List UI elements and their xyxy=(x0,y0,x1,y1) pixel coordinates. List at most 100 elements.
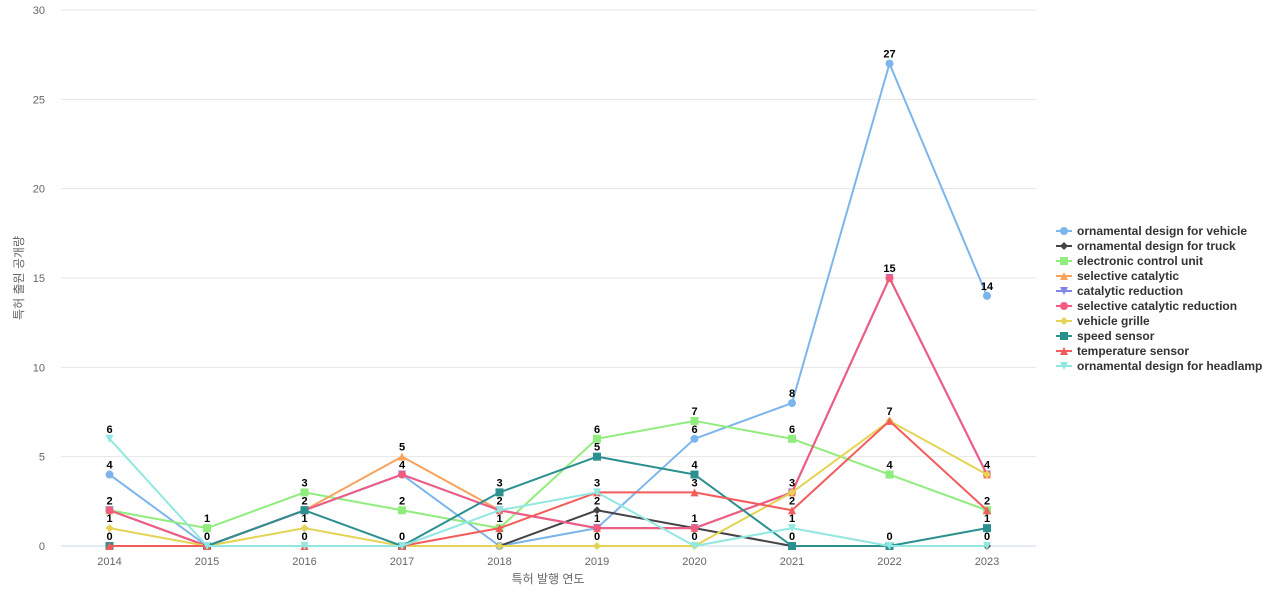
data-label: 2 xyxy=(301,495,307,507)
series-6 xyxy=(105,274,991,550)
legend-item[interactable]: selective catalytic reduction xyxy=(1056,299,1237,313)
legend-marker xyxy=(1060,362,1068,370)
series-point xyxy=(593,542,601,550)
legend-item[interactable]: speed sensor xyxy=(1056,329,1155,343)
series-point xyxy=(203,524,211,533)
series-point xyxy=(788,524,796,533)
series-line xyxy=(108,438,987,547)
legend-item[interactable]: ornamental design for truck xyxy=(1056,239,1236,253)
data-label: 0 xyxy=(399,531,405,543)
data-label: 27 xyxy=(883,49,895,61)
data-label: 2 xyxy=(594,495,600,507)
data-label: 2 xyxy=(984,495,990,507)
legend-item[interactable]: ornamental design for vehicle xyxy=(1056,224,1247,238)
gridlines xyxy=(61,9,1036,547)
legend-marker xyxy=(1060,272,1068,280)
series-point xyxy=(105,470,114,479)
y-tick-label: 30 xyxy=(33,5,45,17)
data-label: 4 xyxy=(886,460,893,472)
data-label: 14 xyxy=(981,281,994,293)
x-axis-title: 특허 발행 연도 xyxy=(512,571,585,586)
series-point xyxy=(788,434,796,443)
series-point xyxy=(593,524,601,533)
legend-item[interactable]: ornamental design for headlamp xyxy=(1056,359,1262,373)
series-line xyxy=(109,277,988,547)
y-axis-title: 특허 출원 공개량 xyxy=(12,236,26,320)
legend-marker xyxy=(1060,347,1068,355)
x-tick-label: 2018 xyxy=(487,556,511,568)
legend-item[interactable]: catalytic reduction xyxy=(1056,284,1183,298)
data-label: 1 xyxy=(594,513,600,525)
x-tick-label: 2023 xyxy=(975,556,999,568)
data-label: 2 xyxy=(106,495,112,507)
series-point xyxy=(690,416,699,425)
data-label: 4 xyxy=(984,460,991,472)
x-tick-label: 2021 xyxy=(780,556,804,568)
legend-marker xyxy=(1060,302,1068,310)
series-point xyxy=(690,488,699,497)
legend-label: ornamental design for vehicle xyxy=(1077,224,1247,238)
legend-label: selective catalytic reduction xyxy=(1077,299,1237,313)
series-1 xyxy=(105,59,991,550)
legend-marker xyxy=(1060,242,1068,250)
y-tick-label: 0 xyxy=(39,541,45,553)
y-tick-label: 5 xyxy=(39,452,45,464)
y-tick-label: 15 xyxy=(33,273,45,285)
series-line xyxy=(109,277,988,547)
series-point xyxy=(300,524,309,533)
series-point xyxy=(983,291,991,300)
series-point xyxy=(690,542,699,550)
series-point xyxy=(593,434,601,443)
legend-item[interactable]: temperature sensor xyxy=(1056,344,1189,358)
legend-item[interactable]: selective catalytic xyxy=(1056,269,1179,283)
data-label: 1 xyxy=(496,513,502,525)
data-label: 2 xyxy=(496,495,502,507)
series-point xyxy=(885,274,894,282)
series-point xyxy=(300,506,309,515)
x-tick-label: 2015 xyxy=(195,556,219,568)
series-point xyxy=(885,416,894,425)
legend-marker xyxy=(1060,287,1068,295)
series-point xyxy=(788,399,796,408)
data-label: 0 xyxy=(106,531,112,543)
series-4 xyxy=(105,274,991,550)
x-axis-ticks: 2014 2015 2016 2017 2018 2019 2020 2021 2022 2023 xyxy=(97,556,999,568)
legend-item[interactable]: electronic control unit xyxy=(1056,254,1203,268)
series-point xyxy=(495,524,504,533)
data-label: 3 xyxy=(594,477,600,489)
data-labels: 6421010321054203210653210764310863210271… xyxy=(106,49,994,543)
data-label: 1 xyxy=(984,513,990,525)
legend-marker xyxy=(1060,317,1068,325)
series-point xyxy=(203,542,211,550)
data-label: 0 xyxy=(594,531,600,543)
data-label: 7 xyxy=(886,406,892,418)
series-point xyxy=(593,488,601,497)
data-label: 1 xyxy=(204,513,210,525)
series-line xyxy=(109,277,988,547)
series-point xyxy=(300,542,309,550)
data-label: 7 xyxy=(691,406,697,418)
legend: ornamental design for vehicleornamental … xyxy=(1056,224,1262,373)
legend-label: electronic control unit xyxy=(1077,254,1203,268)
series-point xyxy=(788,542,796,550)
series-point xyxy=(885,470,894,479)
series-lines xyxy=(105,59,991,550)
data-label: 3 xyxy=(789,477,795,489)
series-point xyxy=(690,524,699,533)
data-label: 0 xyxy=(691,531,697,543)
series-line xyxy=(109,419,988,547)
series-point xyxy=(983,470,991,479)
legend-label: catalytic reduction xyxy=(1077,284,1183,298)
legend-item[interactable]: vehicle grille xyxy=(1056,314,1150,328)
x-tick-label: 2020 xyxy=(682,556,706,568)
legend-label: speed sensor xyxy=(1077,329,1155,343)
data-label: 6 xyxy=(594,424,600,436)
data-label: 3 xyxy=(496,477,502,489)
series-point xyxy=(105,542,114,550)
data-label: 1 xyxy=(301,513,307,525)
data-label: 0 xyxy=(789,531,795,543)
data-label: 15 xyxy=(883,263,895,275)
data-label: 3 xyxy=(691,477,697,489)
